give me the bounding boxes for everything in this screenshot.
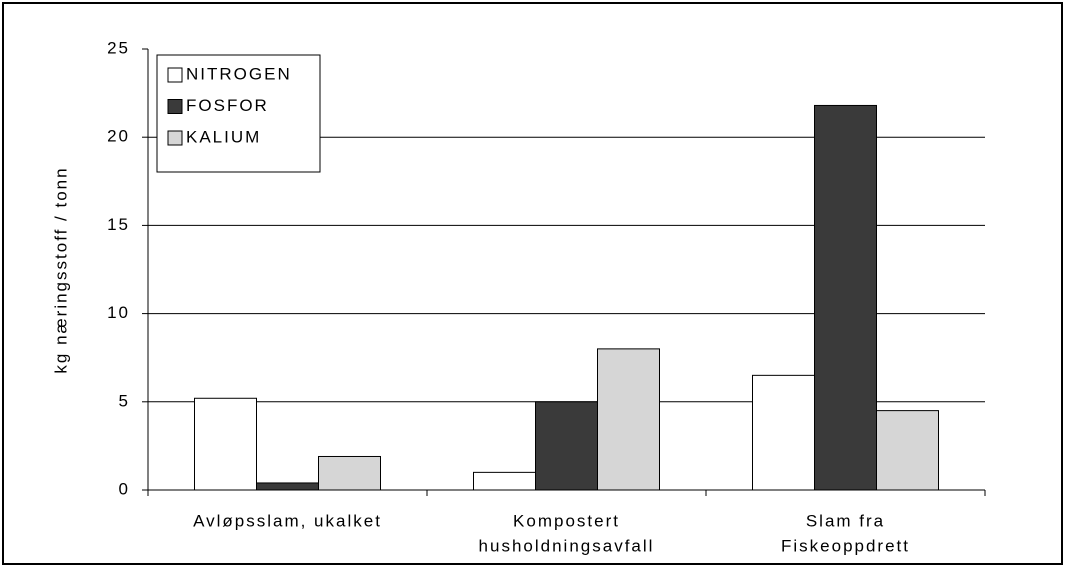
y-tick-label: 10 [107,303,130,322]
x-tick-label: Kompostert [513,511,620,530]
y-axis-label: kg næringsstoff / tonn [51,166,70,373]
x-tick-label: husholdningsavfall [479,536,655,555]
bar [597,348,660,491]
y-tick-label: 25 [107,38,130,57]
y-tick-label: 15 [107,215,130,234]
bar [194,397,257,491]
legend-label: KALIUM [186,127,261,146]
legend-swatch [167,130,183,146]
y-tick-label: 5 [119,391,130,410]
legend-box [156,54,321,173]
y-tick-label: 20 [107,127,130,146]
x-tick-label: Avløpsslam, ukalket [193,511,382,530]
bar [752,374,815,491]
y-tick-label: 0 [119,479,130,498]
legend-swatch [167,99,183,114]
bar [814,104,877,491]
x-tick-label: Fiskeoppdrett [781,536,910,555]
bar [473,471,536,491]
legend-label: NITROGEN [186,64,292,83]
x-tick-label: Slam fra [806,511,885,530]
bar [876,410,939,491]
legend-label: FOSFOR [186,96,269,115]
bar [535,401,598,491]
bar [318,455,381,491]
legend-swatch [167,67,183,83]
bar [256,482,319,491]
